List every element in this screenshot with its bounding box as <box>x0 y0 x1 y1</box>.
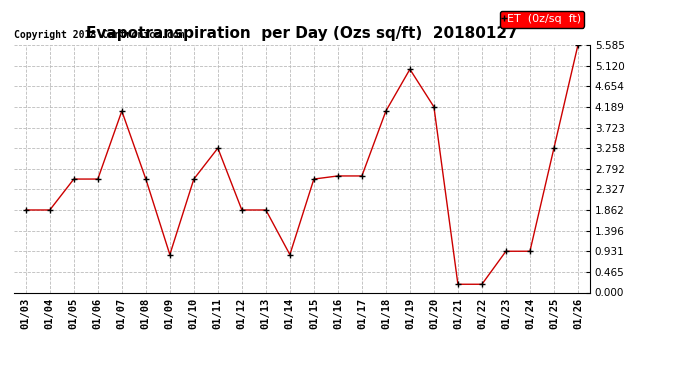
Legend: ET  (0z/sq  ft): ET (0z/sq ft) <box>500 11 584 28</box>
ET  (0z/sq  ft) <box>574 43 582 47</box>
ET  (0z/sq  ft) <box>334 174 342 178</box>
ET  (0z/sq  ft) <box>238 208 246 212</box>
ET  (0z/sq  ft) <box>430 105 438 109</box>
ET  (0z/sq  ft) <box>382 109 390 113</box>
ET  (0z/sq  ft) <box>190 177 198 181</box>
Text: Copyright 2018 Cartronics.com: Copyright 2018 Cartronics.com <box>14 30 184 40</box>
ET  (0z/sq  ft) <box>118 109 126 113</box>
ET  (0z/sq  ft) <box>70 177 78 181</box>
Title: Evapotranspiration  per Day (Ozs sq/ft)  20180127: Evapotranspiration per Day (Ozs sq/ft) 2… <box>86 26 518 41</box>
ET  (0z/sq  ft) <box>550 146 558 150</box>
ET  (0z/sq  ft) <box>262 208 270 212</box>
ET  (0z/sq  ft) <box>406 67 414 72</box>
ET  (0z/sq  ft) <box>526 249 534 254</box>
ET  (0z/sq  ft) <box>21 208 30 212</box>
ET  (0z/sq  ft) <box>357 174 366 178</box>
ET  (0z/sq  ft) <box>94 177 102 181</box>
ET  (0z/sq  ft) <box>46 208 54 212</box>
ET  (0z/sq  ft) <box>454 282 462 286</box>
ET  (0z/sq  ft) <box>502 249 510 254</box>
ET  (0z/sq  ft) <box>286 252 294 257</box>
Line: ET  (0z/sq  ft): ET (0z/sq ft) <box>22 42 582 288</box>
ET  (0z/sq  ft) <box>141 177 150 181</box>
ET  (0z/sq  ft) <box>477 282 486 286</box>
ET  (0z/sq  ft) <box>310 177 318 181</box>
ET  (0z/sq  ft) <box>166 252 174 257</box>
ET  (0z/sq  ft) <box>214 146 222 150</box>
